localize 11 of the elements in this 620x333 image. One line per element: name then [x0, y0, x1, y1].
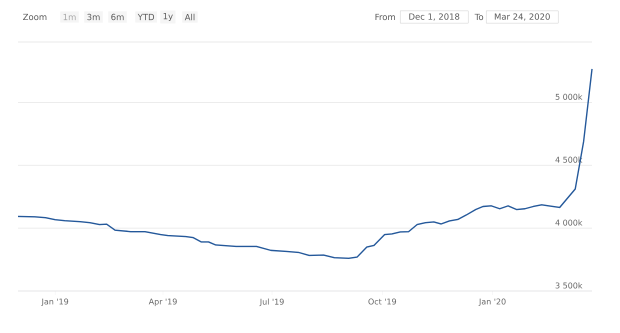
text: Mar 24, 2020 [494, 13, 550, 21]
text: 1y [164, 13, 173, 21]
text: From [376, 14, 395, 20]
text: All [184, 14, 194, 20]
text: 6m [111, 14, 124, 20]
text: YTD [138, 14, 154, 20]
text: Zoom [23, 14, 46, 20]
text: To [474, 14, 484, 20]
text: 3m [87, 14, 100, 20]
text: 1m [64, 14, 76, 20]
text: Dec 1, 2018 [409, 13, 460, 21]
